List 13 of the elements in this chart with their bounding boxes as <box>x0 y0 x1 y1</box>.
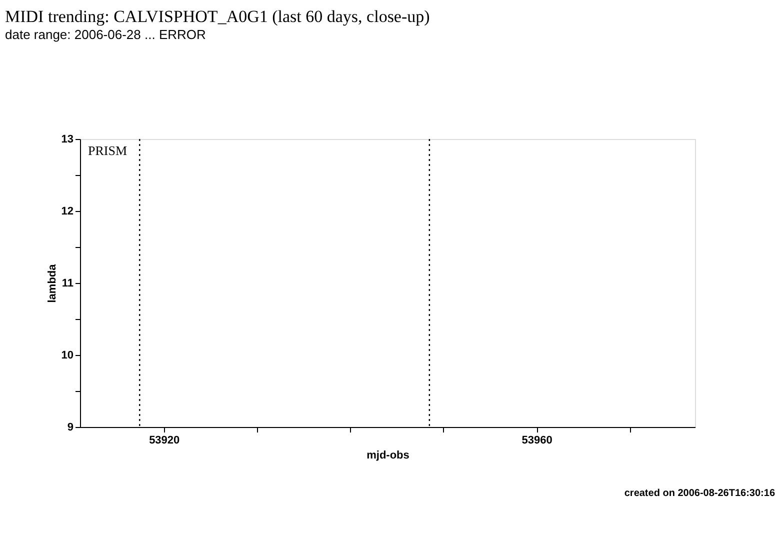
text: created on 2006-08-26T16:30:16 <box>624 488 776 499</box>
chart-title: MIDI trending: CALVISPHOT_A0G1 (last 60 days, close-up) <box>5 7 430 26</box>
y-tick-label: 10 <box>61 350 74 362</box>
y-tick-label: 9 <box>67 422 74 434</box>
annotation: PRISM <box>88 143 128 158</box>
x-tick-label: 53960 <box>522 434 552 446</box>
x-axis-title: mjd-obs <box>366 450 410 462</box>
y-axis-title: lambda <box>46 263 58 303</box>
y-tick-label: 13 <box>61 134 74 146</box>
y-tick-label: 11 <box>62 278 74 290</box>
y-tick-label: 12 <box>61 206 74 218</box>
x-tick-label: 53920 <box>149 434 180 446</box>
chart-subtitle: date range: 2006-06-28 ... ERROR <box>5 27 206 42</box>
